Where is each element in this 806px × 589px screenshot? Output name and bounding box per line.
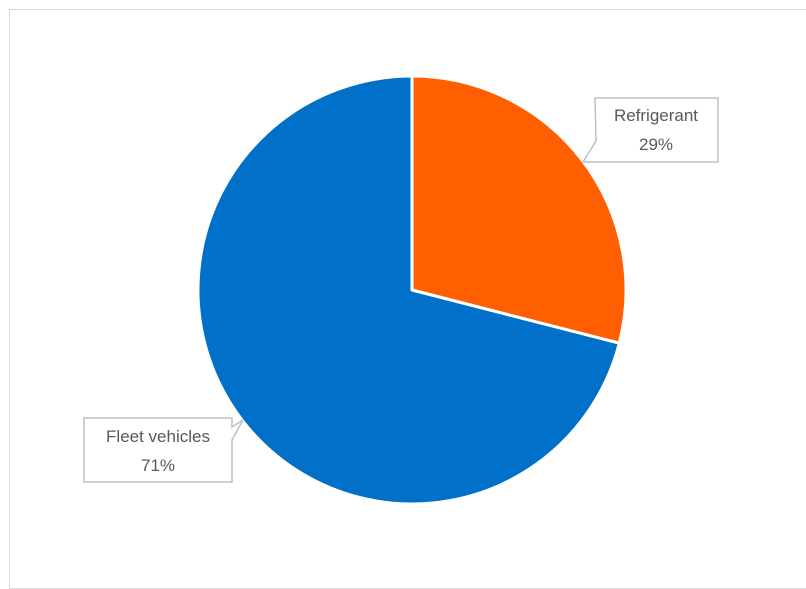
callout-fleet-vehicles-box — [83, 417, 244, 483]
callout-refrigerant-value: 29% — [639, 135, 673, 154]
pie-slice-refrigerant — [410, 74, 628, 345]
callout-fleet-vehicles-value: 71% — [141, 456, 175, 475]
pie-chart: Refrigerant 29% Fleet vehicles 71% — [83, 74, 719, 506]
callout-refrigerant-label: Refrigerant — [614, 106, 698, 125]
pie-callouts: Refrigerant 29% Fleet vehicles 71% — [83, 97, 719, 483]
callout-refrigerant-box — [581, 97, 719, 163]
callout-refrigerant: Refrigerant 29% — [581, 97, 719, 163]
callout-fleet-vehicles: Fleet vehicles 71% — [83, 417, 244, 483]
callout-fleet-vehicles-label: Fleet vehicles — [106, 427, 210, 446]
pie-slices — [196, 74, 628, 506]
